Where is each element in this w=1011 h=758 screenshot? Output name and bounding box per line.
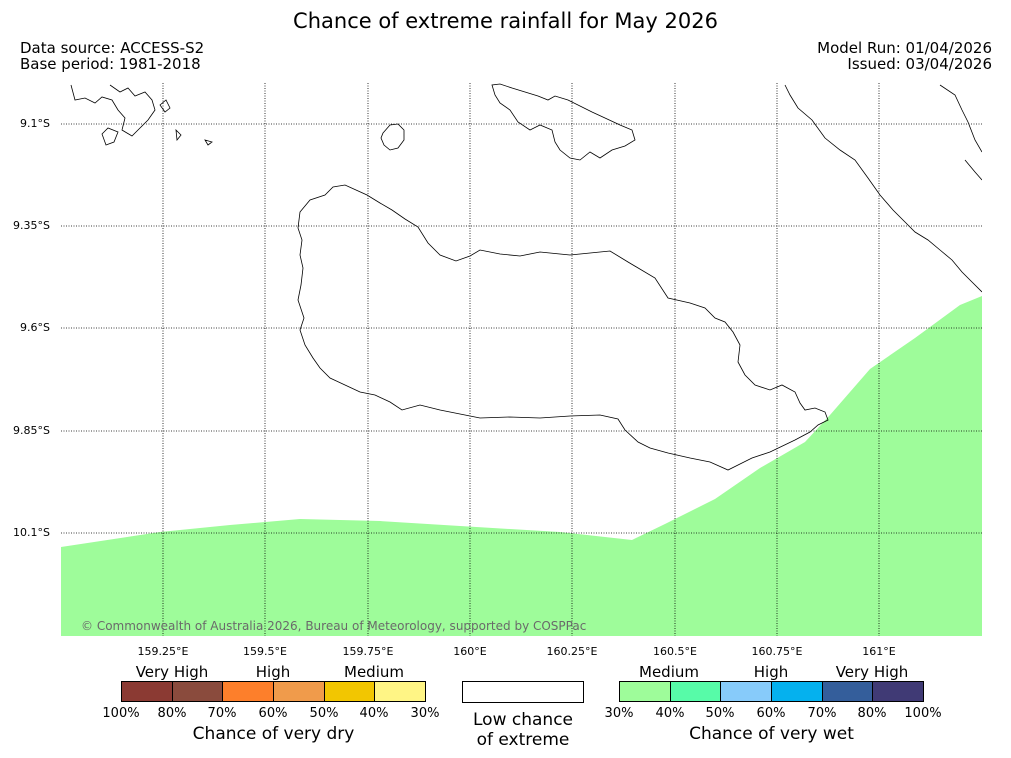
lat-label: 9.35°S [13,219,50,232]
dry-category-medium: Medium [344,663,404,681]
wet-legend-title: Chance of very wet [689,724,854,744]
dry-legend-title: Chance of very dry [192,724,355,744]
guadalcanal-coastline [297,184,829,471]
lon-label: 159.5°E [243,645,287,658]
lat-label: 9.6°S [20,321,50,334]
western-islands-coastline [70,84,213,146]
wet-category-very-high: Very High [835,663,909,681]
base-period: Base period: 1981-2018 [20,55,201,73]
wet-color-swatch [822,682,874,701]
lon-label: 160.25°E [546,645,598,658]
lat-label: 10.1°S [13,526,50,539]
lon-label: 159.75°E [342,645,394,658]
dry-tick-label: 80% [157,706,187,721]
run-info: Model Run: 01/04/2026 Issued: 03/04/2026 [817,40,992,72]
source-info: Data source: ACCESS-S2 Base period: 1981… [20,40,204,72]
dry-color-swatch [122,682,173,701]
dry-category-high: High [255,663,291,681]
dry-tick-label: 70% [207,706,237,721]
low-chance-line2: of extreme [476,730,570,750]
wet-tick-label: 40% [655,706,685,721]
dry-color-swatch [223,682,275,701]
dry-tick-label: 100% [102,706,140,721]
low-chance-line1: Low chance [473,710,573,730]
dry-color-swatch [172,682,224,701]
dry-tick-label: 30% [410,706,440,721]
coastlines [70,83,982,471]
florida-islands-coastline [491,83,636,161]
copyright-notice: © Commonwealth of Australia 2026, Bureau… [81,619,587,633]
lon-label: 160.5°E [653,645,697,658]
map-title: Chance of extreme rainfall for May 2026 [293,9,718,33]
wet-tick-label: 50% [705,706,735,721]
dry-tick-label: 40% [359,706,389,721]
low-chance-label: Low chance of extreme [443,710,603,750]
wet-tick-label: 30% [604,706,634,721]
wet-color-swatch [873,682,924,701]
dry-color-swatch [324,682,376,701]
wet-color-swatch [772,682,823,701]
savo-island-coastline [380,123,405,151]
malaita-coastline [784,84,982,293]
issued-date: Issued: 03/04/2026 [847,55,992,73]
lon-label: 160.75°E [751,645,803,658]
wet-tick-label: 80% [857,706,887,721]
lon-label: 160°E [453,645,487,658]
lat-label: 9.85°S [13,424,50,437]
lat-label: 9.1°S [20,117,50,130]
graticule [61,83,982,636]
dry-color-swatch [375,682,426,701]
wet-tick-label: 60% [756,706,786,721]
wet-tick-label: 100% [904,706,942,721]
wet-tick-label: 70% [807,706,837,721]
dry-tick-label: 50% [309,706,339,721]
data-source: Data source: ACCESS-S2 [20,39,205,57]
low-chance-swatch [462,681,584,703]
wet-colorbar [619,681,924,702]
dry-colorbar [121,681,426,702]
dry-tick-label: 60% [258,706,288,721]
wet-color-swatch [670,682,722,701]
model-run: Model Run: 01/04/2026 [817,39,992,57]
wet-category-high: High [753,663,789,681]
wet-color-swatch [620,682,671,701]
dry-category-very-high: Very High [135,663,209,681]
lon-label: 159.25°E [137,645,189,658]
dry-color-swatch [274,682,325,701]
lon-label: 161°E [862,645,896,658]
wet-category-medium: Medium [639,663,699,681]
wet-color-swatch [721,682,773,701]
wet-medium-region [61,296,982,636]
